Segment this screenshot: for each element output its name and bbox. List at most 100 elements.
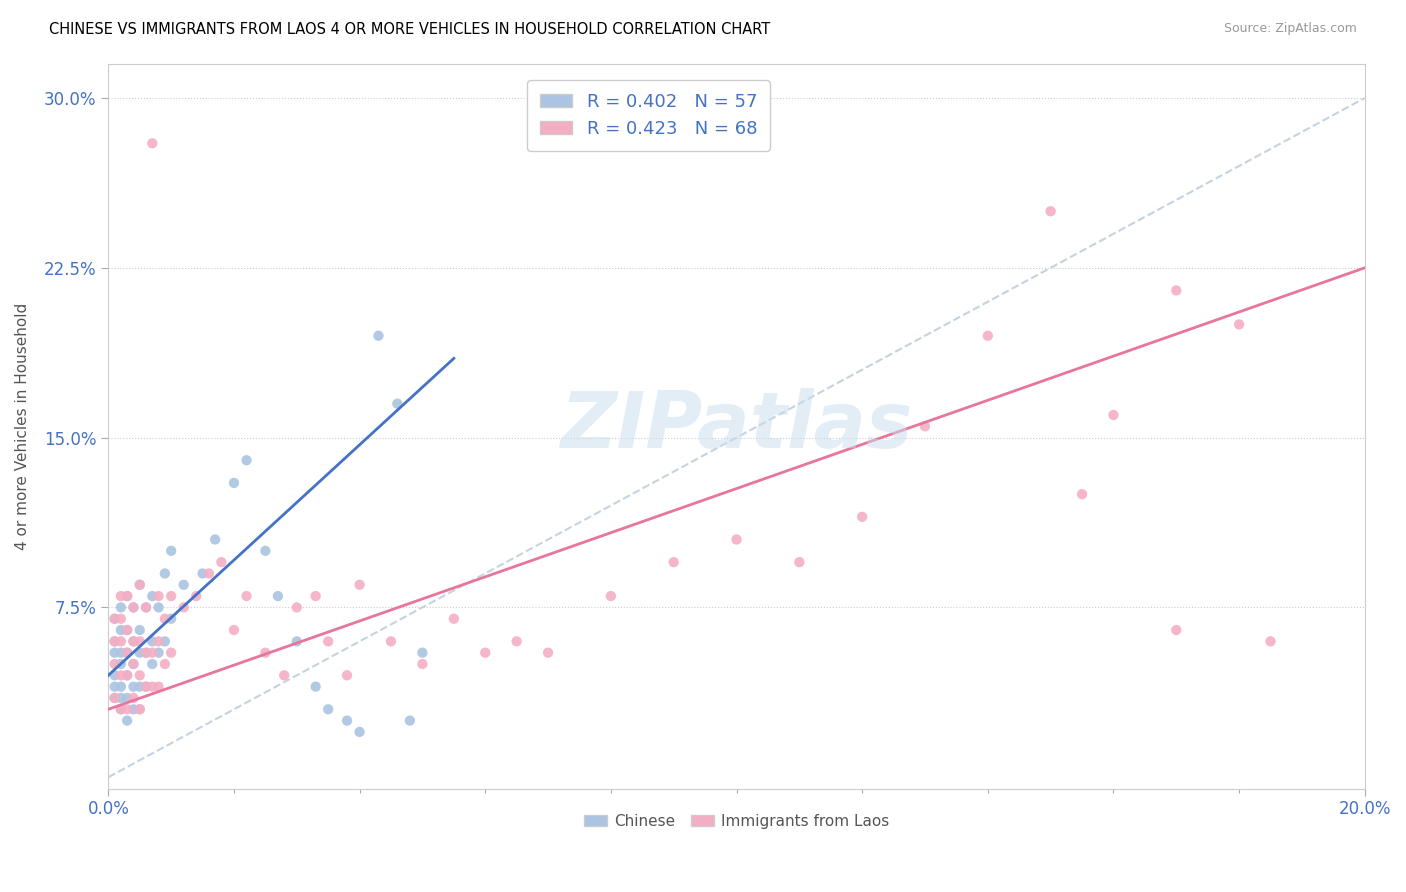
Point xyxy=(191,566,214,581)
Point xyxy=(336,714,359,728)
Point xyxy=(128,646,150,660)
Text: ZIPatlas: ZIPatlas xyxy=(561,388,912,465)
Point xyxy=(122,690,145,705)
Point xyxy=(115,589,138,603)
Point xyxy=(141,634,163,648)
Point xyxy=(1039,204,1062,219)
Point xyxy=(141,589,163,603)
Point xyxy=(110,589,132,603)
Point xyxy=(267,589,290,603)
Point xyxy=(115,690,138,705)
Point xyxy=(399,714,422,728)
Point xyxy=(122,634,145,648)
Point xyxy=(122,600,145,615)
Point xyxy=(104,657,127,671)
Point xyxy=(316,634,339,648)
Point xyxy=(304,589,326,603)
Point xyxy=(104,690,127,705)
Point xyxy=(851,509,873,524)
Point xyxy=(380,634,402,648)
Point xyxy=(153,634,176,648)
Point xyxy=(204,533,226,547)
Point xyxy=(349,725,371,739)
Point xyxy=(160,612,183,626)
Point xyxy=(411,657,433,671)
Point xyxy=(122,702,145,716)
Point xyxy=(110,657,132,671)
Legend: Chinese, Immigrants from Laos: Chinese, Immigrants from Laos xyxy=(578,808,896,835)
Point xyxy=(110,600,132,615)
Point xyxy=(1071,487,1094,501)
Point xyxy=(128,578,150,592)
Point xyxy=(122,657,145,671)
Point xyxy=(789,555,811,569)
Point xyxy=(141,646,163,660)
Point xyxy=(599,589,621,603)
Point xyxy=(141,657,163,671)
Point xyxy=(1227,318,1250,332)
Point xyxy=(505,634,527,648)
Point xyxy=(115,623,138,637)
Point xyxy=(209,555,232,569)
Point xyxy=(128,668,150,682)
Point xyxy=(304,680,326,694)
Point xyxy=(160,589,183,603)
Point xyxy=(110,623,132,637)
Point xyxy=(135,646,157,660)
Point xyxy=(104,634,127,648)
Point xyxy=(411,646,433,660)
Point xyxy=(1260,634,1282,648)
Point xyxy=(104,634,127,648)
Point xyxy=(110,702,132,716)
Point xyxy=(110,646,132,660)
Point xyxy=(115,623,138,637)
Point xyxy=(443,612,465,626)
Point xyxy=(1166,623,1188,637)
Point xyxy=(110,668,132,682)
Point xyxy=(148,600,170,615)
Point xyxy=(254,646,277,660)
Point xyxy=(367,328,389,343)
Point xyxy=(148,589,170,603)
Point xyxy=(160,544,183,558)
Point xyxy=(153,657,176,671)
Point xyxy=(725,533,748,547)
Point xyxy=(110,634,132,648)
Point xyxy=(135,680,157,694)
Point xyxy=(104,680,127,694)
Point xyxy=(235,453,257,467)
Point xyxy=(128,680,150,694)
Point xyxy=(128,578,150,592)
Point xyxy=(235,589,257,603)
Point xyxy=(285,600,308,615)
Y-axis label: 4 or more Vehicles in Household: 4 or more Vehicles in Household xyxy=(15,302,30,549)
Point xyxy=(316,702,339,716)
Point xyxy=(104,668,127,682)
Point xyxy=(122,657,145,671)
Point xyxy=(173,578,195,592)
Point xyxy=(153,612,176,626)
Point xyxy=(122,634,145,648)
Point xyxy=(115,646,138,660)
Point xyxy=(110,612,132,626)
Point xyxy=(110,702,132,716)
Point xyxy=(104,690,127,705)
Point xyxy=(914,419,936,434)
Point xyxy=(115,668,138,682)
Point xyxy=(1166,284,1188,298)
Point xyxy=(474,646,496,660)
Point xyxy=(349,578,371,592)
Point xyxy=(135,600,157,615)
Point xyxy=(122,680,145,694)
Point xyxy=(128,623,150,637)
Point xyxy=(104,646,127,660)
Point xyxy=(128,634,150,648)
Point xyxy=(1102,408,1125,422)
Point xyxy=(285,634,308,648)
Point xyxy=(148,680,170,694)
Point xyxy=(104,612,127,626)
Point xyxy=(148,646,170,660)
Point xyxy=(110,680,132,694)
Point xyxy=(222,475,245,490)
Point xyxy=(173,600,195,615)
